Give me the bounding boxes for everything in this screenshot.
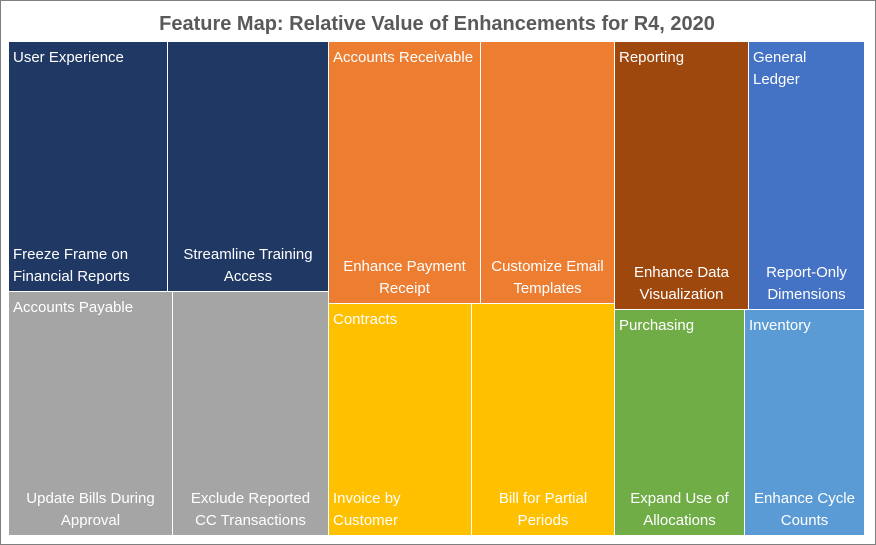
tile-update-bills-during-approval	[9, 292, 172, 535]
item-label-freeze-frame-on-financial-reports-line-1: Freeze Frame on	[13, 246, 128, 263]
item-label-streamline-training-access-line-1: Streamline Training	[183, 246, 312, 263]
item-label-invoice-by-customer-line-1: Invoice by	[333, 490, 401, 507]
item-label-report-only-dimensions-line-1: Report-Only	[766, 264, 847, 281]
tile-streamline-training-access	[168, 42, 328, 291]
chart-title: Feature Map: Relative Value of Enhanceme…	[159, 13, 715, 35]
item-label-update-bills-during-approval-line-2: Approval	[61, 512, 120, 529]
tile-invoice-by-customer	[329, 304, 471, 535]
item-label-exclude-reported-cc-transactions-line-1: Exclude Reported	[191, 490, 310, 507]
item-label-exclude-reported-cc-transactions-line-2: CC Transactions	[195, 512, 306, 529]
item-label-enhance-data-visualization-line-1: Enhance Data	[634, 264, 730, 281]
tile-enhance-cycle-counts	[745, 310, 864, 535]
item-label-enhance-cycle-counts-line-2: Counts	[781, 512, 829, 529]
group-label-general-ledger-line-1: General	[753, 49, 806, 66]
item-label-enhance-cycle-counts-line-1: Enhance Cycle	[754, 490, 855, 507]
group-label-contracts-line-1: Contracts	[333, 311, 397, 328]
item-label-expand-use-of-allocations-line-1: Expand Use of	[630, 490, 729, 507]
item-label-enhance-payment-receipt-line-2: Receipt	[379, 280, 431, 297]
item-label-enhance-payment-receipt-line-1: Enhance Payment	[343, 258, 466, 275]
item-label-freeze-frame-on-financial-reports-line-2: Financial Reports	[13, 268, 130, 285]
tile-enhance-data-visualization	[615, 42, 748, 309]
tile-enhance-payment-receipt	[329, 42, 480, 303]
item-label-update-bills-during-approval-line-1: Update Bills During	[26, 490, 154, 507]
item-label-streamline-training-access-line-2: Access	[224, 268, 272, 285]
group-label-reporting-line-1: Reporting	[619, 49, 684, 66]
tile-exclude-reported-cc-transactions	[173, 292, 328, 535]
item-label-bill-for-partial-periods-line-1: Bill for Partial	[499, 490, 587, 507]
group-label-accounts-payable-line-1: Accounts Payable	[13, 299, 133, 316]
group-label-general-ledger-line-2: Ledger	[753, 71, 800, 88]
tile-bill-for-partial-periods	[472, 304, 614, 535]
group-label-inventory-line-1: Inventory	[749, 317, 811, 334]
item-label-customize-email-templates-line-1: Customize Email	[491, 258, 604, 275]
item-label-invoice-by-customer-line-2: Customer	[333, 512, 398, 529]
tile-report-only-dimensions	[749, 42, 864, 309]
group-label-accounts-receivable-line-1: Accounts Receivable	[333, 49, 473, 66]
tile-customize-email-templates	[481, 42, 614, 303]
item-label-bill-for-partial-periods-line-2: Periods	[518, 512, 569, 529]
item-label-customize-email-templates-line-2: Templates	[513, 280, 581, 297]
item-label-report-only-dimensions-line-2: Dimensions	[767, 286, 845, 303]
tile-freeze-frame-on-financial-reports	[9, 42, 167, 291]
tile-expand-use-of-allocations	[615, 310, 744, 535]
group-label-user-experience-line-1: User Experience	[13, 49, 124, 66]
item-label-expand-use-of-allocations-line-2: Allocations	[643, 512, 716, 529]
group-label-purchasing-line-1: Purchasing	[619, 317, 694, 334]
item-label-enhance-data-visualization-line-2: Visualization	[640, 286, 724, 303]
